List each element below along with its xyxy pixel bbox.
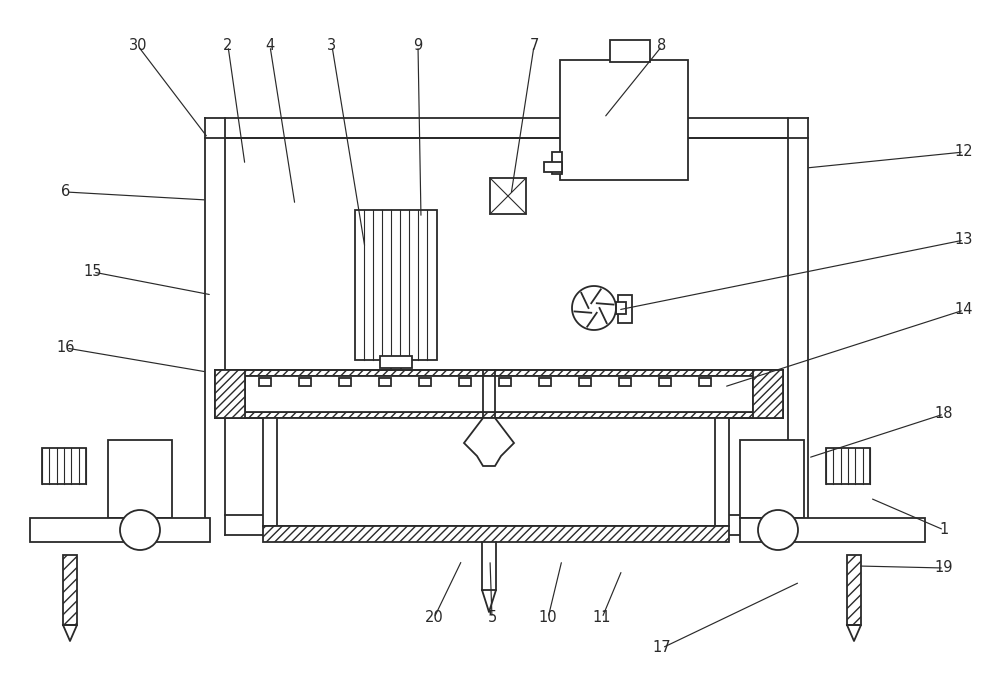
- Bar: [740, 518, 925, 542]
- Bar: [619, 378, 631, 386]
- Bar: [616, 302, 626, 314]
- Bar: [490, 178, 526, 214]
- Bar: [263, 418, 729, 526]
- Text: 19: 19: [935, 561, 953, 576]
- Bar: [579, 378, 591, 386]
- Text: 5: 5: [487, 610, 497, 626]
- Bar: [259, 378, 271, 386]
- Bar: [552, 152, 562, 174]
- Text: 8: 8: [657, 39, 667, 54]
- Bar: [30, 518, 210, 542]
- Text: 13: 13: [955, 233, 973, 247]
- Bar: [659, 378, 671, 386]
- Text: 18: 18: [935, 407, 953, 422]
- Polygon shape: [464, 418, 514, 466]
- Text: 4: 4: [265, 39, 275, 54]
- Text: 3: 3: [327, 39, 337, 54]
- Text: 2: 2: [223, 39, 233, 54]
- Text: 11: 11: [593, 610, 611, 626]
- Text: 15: 15: [84, 264, 102, 279]
- Bar: [753, 370, 783, 418]
- Bar: [299, 378, 311, 386]
- Text: 16: 16: [57, 340, 75, 355]
- Bar: [740, 440, 804, 518]
- Bar: [215, 370, 783, 418]
- Bar: [355, 210, 437, 360]
- Bar: [618, 295, 632, 323]
- Bar: [459, 378, 471, 386]
- Text: 9: 9: [413, 39, 423, 54]
- Text: 6: 6: [61, 184, 71, 199]
- Bar: [419, 378, 431, 386]
- Bar: [339, 378, 351, 386]
- Bar: [544, 162, 562, 172]
- Bar: [63, 555, 77, 625]
- Bar: [263, 526, 729, 542]
- Text: 1: 1: [939, 523, 949, 538]
- Bar: [499, 378, 511, 386]
- Bar: [699, 378, 711, 386]
- Text: 20: 20: [425, 610, 443, 626]
- Bar: [215, 370, 245, 418]
- Bar: [826, 448, 870, 484]
- Circle shape: [120, 510, 160, 550]
- Bar: [245, 376, 753, 412]
- Text: 17: 17: [653, 641, 671, 656]
- Bar: [42, 448, 86, 484]
- Bar: [108, 440, 172, 518]
- Bar: [610, 40, 650, 62]
- Bar: [847, 555, 861, 625]
- Text: 7: 7: [529, 39, 539, 54]
- Text: 12: 12: [955, 144, 973, 159]
- Bar: [380, 356, 412, 368]
- Bar: [379, 378, 391, 386]
- Bar: [560, 60, 688, 180]
- Circle shape: [758, 510, 798, 550]
- Text: 10: 10: [539, 610, 557, 626]
- Bar: [539, 378, 551, 386]
- Text: 14: 14: [955, 302, 973, 317]
- Text: 30: 30: [129, 39, 147, 54]
